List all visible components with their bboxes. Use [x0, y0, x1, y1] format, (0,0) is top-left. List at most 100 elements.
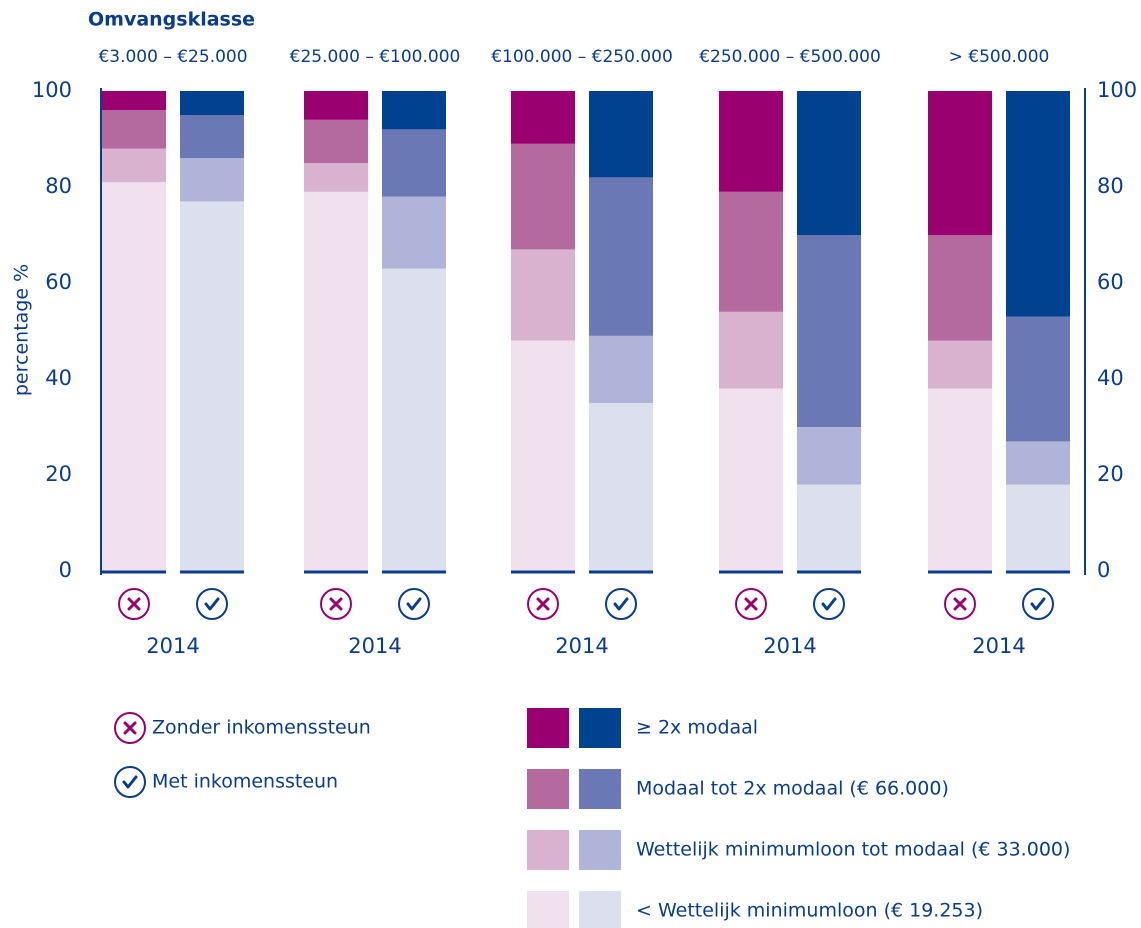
legend-swatch — [579, 891, 621, 928]
x-sublabel: 2014 — [146, 634, 199, 658]
icon-circle — [1022, 588, 1054, 620]
cross-icon — [114, 712, 146, 744]
bar-segment — [797, 484, 861, 571]
icon-circle — [196, 588, 228, 620]
bar-segment — [180, 115, 244, 159]
x-sublabel: 2014 — [555, 634, 608, 658]
bar-segment — [511, 249, 575, 341]
y-tick-label: 0 — [59, 558, 72, 582]
bar-segment — [180, 158, 244, 202]
icon-mark — [122, 775, 138, 789]
y-axis-label: percentage % — [11, 264, 33, 396]
bar-segment — [304, 91, 368, 120]
icon-mark — [613, 597, 629, 611]
icon-mark — [744, 597, 758, 611]
icon-circle — [398, 588, 430, 620]
icon-circle — [944, 588, 976, 620]
cross-icon — [735, 588, 767, 620]
bar-segment — [102, 91, 166, 111]
bar-segment — [511, 91, 575, 144]
icon-circle — [527, 588, 559, 620]
y-tick-label: 60 — [45, 270, 72, 294]
bar-segment — [511, 143, 575, 250]
bar-segment — [304, 191, 368, 572]
bar-segment — [102, 148, 166, 183]
y-tick-label-right: 40 — [1097, 366, 1124, 390]
icon-mark — [821, 597, 837, 611]
bar-segment — [928, 235, 992, 341]
category-label: €100.000 – €250.000 — [491, 47, 673, 67]
legend-swatch — [579, 708, 621, 748]
check-icon — [813, 588, 845, 620]
bar-segment — [511, 340, 575, 571]
bar-segment — [928, 388, 992, 571]
icon-mark — [329, 597, 343, 611]
y-tick-label: 20 — [45, 462, 72, 486]
legend-label: Wettelijk minimumloon tot modaal (€ 33.0… — [636, 839, 1070, 861]
y-tick-label: 100 — [32, 78, 72, 102]
bar-segment — [928, 91, 992, 235]
icon-circle — [320, 588, 352, 620]
y-tick-label-right: 80 — [1097, 174, 1124, 198]
icon-mark — [123, 721, 137, 735]
bar-segment — [589, 177, 653, 336]
icon-circle — [118, 588, 150, 620]
bar-segment — [1006, 316, 1070, 442]
bar-segment — [719, 191, 783, 312]
legend-label: ≥ 2x modaal — [636, 717, 758, 739]
bar-segment — [797, 427, 861, 485]
icon-circle — [114, 766, 146, 798]
legend-swatch — [579, 769, 621, 809]
bar-segment — [304, 119, 368, 163]
check-icon — [114, 766, 146, 798]
y-tick-label-right: 100 — [1097, 78, 1137, 102]
icon-circle — [605, 588, 637, 620]
bar-segment — [589, 91, 653, 178]
y-tick-label: 40 — [45, 366, 72, 390]
cross-icon — [320, 588, 352, 620]
x-sublabel: 2014 — [763, 634, 816, 658]
bar-segment — [928, 340, 992, 389]
y-tick-label: 80 — [45, 174, 72, 198]
icon-circle — [813, 588, 845, 620]
bar-segment — [180, 201, 244, 571]
bar-segment — [797, 235, 861, 427]
cross-icon — [527, 588, 559, 620]
legend-label: Zonder inkomenssteun — [152, 717, 371, 739]
x-sublabel: 2014 — [972, 634, 1025, 658]
check-icon — [1022, 588, 1054, 620]
bar-segment — [382, 91, 446, 130]
legend-swatch — [527, 891, 569, 928]
legend-swatch — [527, 708, 569, 748]
icon-mark — [406, 597, 422, 611]
bar-segment — [382, 129, 446, 197]
legend-label: Met inkomenssteun — [152, 771, 338, 793]
y-tick-label-right: 20 — [1097, 462, 1124, 486]
bar-segment — [304, 163, 368, 192]
bar-segment — [589, 403, 653, 571]
category-label: €25.000 – €100.000 — [290, 47, 461, 67]
cross-icon — [944, 588, 976, 620]
check-icon — [196, 588, 228, 620]
category-label: €250.000 – €500.000 — [699, 47, 881, 67]
category-label: > €500.000 — [949, 47, 1050, 67]
bar-segment — [1006, 441, 1070, 485]
y-tick-label-right: 60 — [1097, 270, 1124, 294]
legend-swatch — [527, 769, 569, 809]
icon-mark — [204, 597, 220, 611]
icon-mark — [953, 597, 967, 611]
legend-label: < Wettelijk minimumloon (€ 19.253) — [636, 900, 983, 922]
icon-circle — [114, 712, 146, 744]
check-icon — [605, 588, 637, 620]
legend-label: Modaal tot 2x modaal (€ 66.000) — [636, 778, 949, 800]
bar-segment — [797, 91, 861, 235]
bar-segment — [719, 91, 783, 192]
chart-title: Omvangsklasse — [88, 9, 255, 31]
bar-segment — [1006, 91, 1070, 317]
bar-segment — [180, 91, 244, 115]
bar-segment — [382, 268, 446, 571]
bar-segment — [1006, 484, 1070, 571]
cross-icon — [118, 588, 150, 620]
icon-mark — [536, 597, 550, 611]
